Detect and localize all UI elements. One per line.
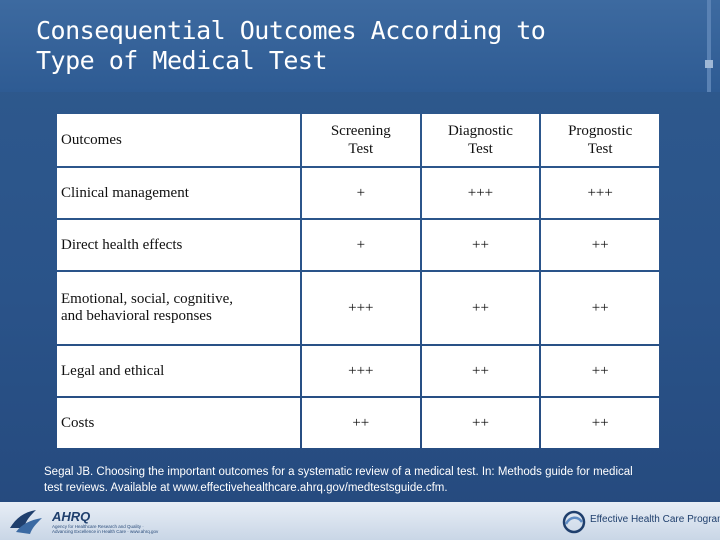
cell-diagnostic: ++: [421, 220, 540, 270]
header-prognostic-test: Prognostic Test: [541, 114, 659, 166]
header-diagnostic-l2: Test: [468, 141, 493, 157]
cell-prognostic: +++: [541, 168, 659, 218]
cell-prognostic: ++: [541, 398, 659, 448]
table-row: Direct health effects + ++ ++: [57, 220, 659, 270]
cell-screening: ++: [301, 398, 420, 448]
hhs-eagle-icon: [10, 510, 42, 534]
scrollbar-marker-icon: [705, 0, 713, 92]
slide-title: Consequential Outcomes According to Type…: [36, 16, 636, 76]
cell-screening: +++: [301, 272, 420, 344]
header-screening-l2: Test: [348, 141, 374, 157]
cell-prognostic: ++: [541, 220, 659, 270]
cell-screening: +++: [301, 346, 420, 396]
row-label-line-2: and behavioral responses: [61, 308, 212, 324]
table-header-row: Outcomes Screening Test Diagnostic Test …: [57, 114, 659, 166]
title-band: [0, 0, 720, 92]
header-prognostic-l2: Test: [587, 141, 613, 157]
header-screening-l1: Screening: [330, 123, 391, 139]
row-label: Direct health effects: [57, 220, 300, 270]
title-line-1: Consequential Outcomes According to: [36, 16, 546, 45]
ehc-swirl-icon: [562, 510, 586, 534]
header-prognostic-l1: Prognostic: [568, 123, 633, 139]
row-label: Costs: [57, 398, 300, 448]
ahrq-logo-icon: AHRQ: [52, 509, 90, 524]
header-outcomes: Outcomes: [57, 114, 300, 166]
citation-line-2: test reviews. Available at www.effective…: [44, 482, 448, 494]
ehc-program-name: Effective Health Care Program: [590, 514, 720, 525]
header-diagnostic-l1: Diagnostic: [447, 123, 513, 139]
cell-screening: +: [301, 220, 420, 270]
cell-prognostic: ++: [541, 346, 659, 396]
outcomes-table: Outcomes Screening Test Diagnostic Test …: [55, 112, 661, 450]
header-diagnostic-test: Diagnostic Test: [421, 114, 540, 166]
footer-bar: AHRQ Agency for Healthcare Research and …: [0, 502, 720, 540]
row-label: Emotional, social, cognitive, and behavi…: [57, 272, 300, 344]
cell-screening: +: [301, 168, 420, 218]
citation-line-1: Segal JB. Choosing the important outcome…: [44, 466, 633, 478]
row-label-line-1: Emotional, social, cognitive,: [61, 291, 234, 307]
cell-diagnostic: ++: [421, 272, 540, 344]
citation: Segal JB. Choosing the important outcome…: [44, 464, 674, 496]
table-row: Emotional, social, cognitive, and behavi…: [57, 272, 659, 344]
cell-diagnostic: ++: [421, 346, 540, 396]
title-line-2: Type of Medical Test: [36, 46, 328, 75]
table-row: Clinical management + +++ +++: [57, 168, 659, 218]
row-label: Legal and ethical: [57, 346, 300, 396]
table-row: Legal and ethical +++ ++ ++: [57, 346, 659, 396]
cell-prognostic: ++: [541, 272, 659, 344]
cell-diagnostic: ++: [421, 398, 540, 448]
ahrq-subtext: Agency for Healthcare Research and Quali…: [52, 524, 159, 534]
row-label: Clinical management: [57, 168, 300, 218]
table-row: Costs ++ ++ ++: [57, 398, 659, 448]
cell-diagnostic: +++: [421, 168, 540, 218]
ahrq-logo-text: AHRQ: [52, 509, 90, 524]
header-screening-test: Screening Test: [301, 114, 420, 166]
